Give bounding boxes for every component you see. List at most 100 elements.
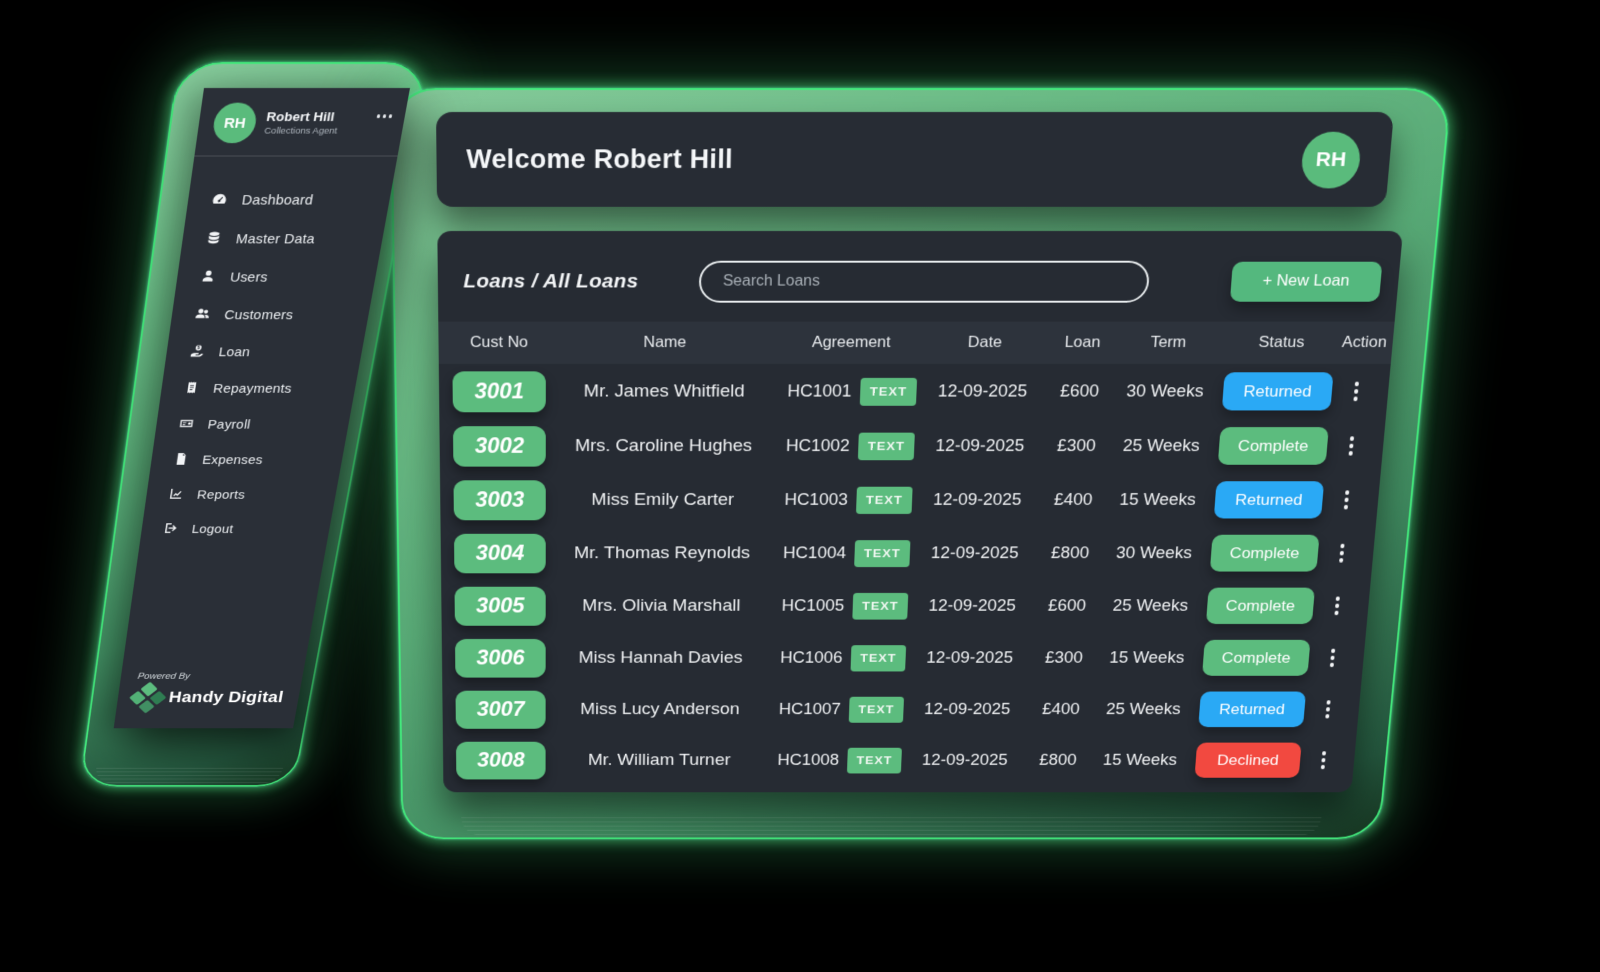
cell-loan: £400	[1053, 490, 1093, 509]
cell-date: 12-09-2025	[932, 490, 1022, 509]
column-header-term: Term	[1149, 333, 1187, 351]
cell-agreement: HC1005	[781, 596, 845, 615]
sidebar-item-payroll[interactable]: Payroll	[176, 407, 351, 443]
column-header-agreement: Agreement	[811, 333, 891, 351]
search-input[interactable]	[698, 260, 1151, 303]
logout-icon	[162, 521, 179, 538]
cell-agreement: HC1001	[787, 381, 852, 401]
sidebar-item-logout[interactable]: Logout	[161, 513, 332, 547]
row-actions-kebab-icon[interactable]	[1339, 487, 1353, 513]
cell-loan: £300	[1056, 436, 1097, 455]
money-check-icon	[177, 416, 195, 434]
dashboard-icon	[210, 191, 229, 211]
row-actions-kebab-icon[interactable]	[1317, 748, 1331, 772]
header-avatar[interactable]: RH	[1299, 131, 1363, 188]
row-actions-kebab-icon[interactable]	[1335, 540, 1349, 566]
cell-loan: £300	[1044, 648, 1084, 667]
row-actions-kebab-icon[interactable]	[1330, 593, 1344, 618]
text-chip-button[interactable]: TEXT	[859, 377, 918, 406]
user-icon	[199, 268, 217, 287]
profile-role: Collections Agent	[263, 125, 339, 137]
receipt-icon	[183, 380, 201, 398]
text-chip-button[interactable]: TEXT	[848, 696, 905, 723]
sidebar-item-expenses[interactable]: Expenses	[171, 443, 345, 478]
sidebar-item-label: Customers	[223, 308, 295, 323]
user-profile: RH Robert Hill Collections Agent	[194, 88, 410, 156]
table-row: 3005 Mrs. Olivia Marshall HC1005 TEXT 12…	[453, 580, 1360, 632]
sidebar: RH Robert Hill Collections Agent Dashboa…	[113, 88, 410, 729]
cell-date: 12-09-2025	[923, 700, 1011, 718]
sidebar-item-label: Logout	[190, 523, 235, 537]
main-wrap: Welcome Robert Hill RH Loans / All Loans…	[436, 112, 1414, 793]
sidebar-item-label: Loan	[217, 345, 252, 360]
text-chip-button[interactable]: TEXT	[854, 539, 911, 567]
hand-coin-icon	[188, 344, 206, 362]
cell-date: 12-09-2025	[921, 751, 1009, 769]
sidebar-item-dashboard[interactable]: Dashboard	[209, 181, 393, 220]
row-actions-kebab-icon[interactable]	[1344, 433, 1358, 459]
welcome-header: Welcome Robert Hill RH	[436, 112, 1394, 207]
sidebar-item-label: Users	[228, 270, 269, 286]
cell-agreement: HC1006	[780, 648, 843, 667]
sidebar-item-label: Master Data	[234, 232, 316, 248]
chart-line-icon	[167, 487, 184, 504]
table-row: 3007 Miss Lucy Anderson HC1007 TEXT 12-0…	[454, 684, 1350, 735]
sidebar-item-master-data[interactable]: Master Data	[203, 220, 386, 259]
cell-agreement: HC1007	[778, 700, 842, 718]
row-actions-kebab-icon[interactable]	[1321, 697, 1335, 722]
column-header-name: Name	[643, 333, 687, 351]
loans-panel: Loans / All Loans + New Loan Cust No Name…	[437, 230, 1404, 793]
cell-loan: £400	[1041, 700, 1081, 718]
brand-block: Powered By Handy Digital	[114, 672, 304, 728]
column-header-date: Date	[967, 333, 1003, 351]
text-chip-button[interactable]: TEXT	[852, 592, 909, 620]
column-header-action: Action	[1341, 333, 1388, 351]
column-header-status: Status	[1258, 333, 1306, 351]
row-actions-kebab-icon[interactable]	[1326, 645, 1340, 670]
sidebar-item-label: Repayments	[212, 382, 293, 397]
cell-term: 30 Weeks	[1115, 543, 1193, 562]
cust-no-badge: 3004	[453, 533, 546, 573]
status-badge: Complete	[1202, 639, 1311, 676]
sidebar-item-label: Reports	[195, 488, 246, 503]
status-badge: Complete	[1217, 427, 1329, 465]
cell-name: Miss Hannah Davies	[578, 648, 743, 667]
cell-term: 25 Weeks	[1122, 436, 1201, 455]
sidebar-nav: Dashboard Master Data Users Customers Loan Re…	[139, 156, 397, 546]
table-row: 3003 Miss Emily Carter HC1003 TEXT 12-09…	[452, 473, 1370, 527]
cust-no-badge: 3002	[452, 425, 546, 467]
sidebar-item-repayments[interactable]: Repayments	[181, 371, 358, 407]
cell-name: Miss Emily Carter	[591, 489, 735, 509]
sidebar-wrap: RH Robert Hill Collections Agent Dashboa…	[113, 88, 410, 729]
table-header: Cust No Name Agreement Date Loan Term Status Ac…	[438, 321, 1395, 364]
cell-name: Mr. James Whitfield	[583, 381, 745, 401]
database-icon	[204, 230, 222, 249]
status-badge: Complete	[1209, 534, 1320, 572]
sidebar-item-reports[interactable]: Reports	[166, 478, 339, 513]
column-header-cust-no: Cust No	[469, 333, 529, 351]
new-loan-button[interactable]: + New Loan	[1229, 261, 1383, 302]
sidebar-item-loan[interactable]: Loan	[187, 334, 365, 371]
status-badge: Complete	[1205, 587, 1316, 624]
cell-term: 30 Weeks	[1125, 381, 1205, 401]
profile-name: Robert Hill	[265, 109, 336, 124]
cell-name: Mrs. Caroline Hughes	[574, 435, 753, 456]
profile-menu-icon[interactable]	[376, 103, 394, 118]
cell-loan: £800	[1050, 543, 1090, 562]
cell-agreement: HC1008	[777, 751, 840, 769]
text-chip-button[interactable]: TEXT	[846, 747, 902, 774]
cell-loan: £600	[1059, 381, 1100, 401]
row-actions-kebab-icon[interactable]	[1349, 378, 1363, 405]
text-chip-button[interactable]: TEXT	[857, 432, 915, 460]
text-chip-button[interactable]: TEXT	[850, 644, 907, 672]
status-badge: Returned	[1213, 481, 1325, 519]
cust-no-badge: 3007	[455, 690, 546, 729]
sidebar-item-customers[interactable]: Customers	[192, 297, 372, 334]
cust-no-badge: 3003	[453, 479, 546, 520]
status-badge: Declined	[1194, 742, 1302, 778]
cell-term: 15 Weeks	[1108, 648, 1186, 667]
text-chip-button[interactable]: TEXT	[856, 486, 913, 514]
table-row: 3008 Mr. William Turner HC1008 TEXT 12-0…	[454, 735, 1345, 786]
invoice-icon	[172, 452, 189, 470]
sidebar-item-users[interactable]: Users	[198, 259, 379, 297]
